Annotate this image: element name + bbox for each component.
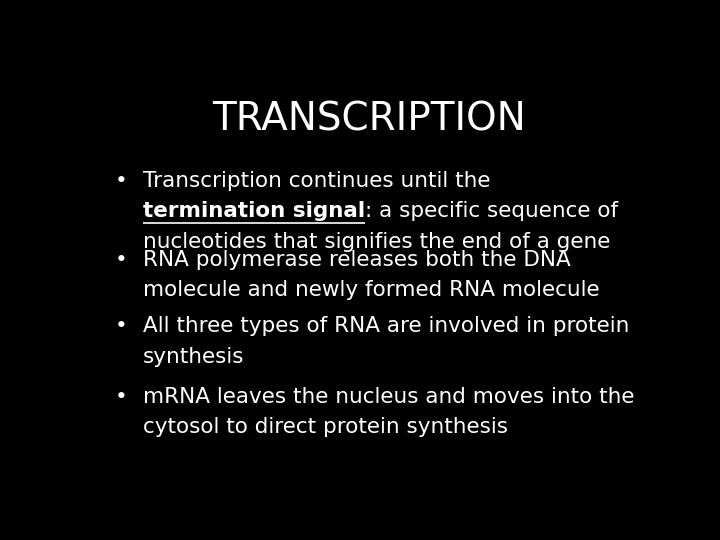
Text: cytosol to direct protein synthesis: cytosol to direct protein synthesis — [143, 417, 508, 437]
Text: RNA polymerase releases both the DNA: RNA polymerase releases both the DNA — [143, 250, 571, 270]
Text: •: • — [114, 250, 127, 270]
Text: All three types of RNA are involved in protein: All three types of RNA are involved in p… — [143, 316, 629, 336]
Text: Transcription continues until the: Transcription continues until the — [143, 171, 490, 191]
Text: synthesis: synthesis — [143, 347, 245, 367]
Text: mRNA leaves the nucleus and moves into the: mRNA leaves the nucleus and moves into t… — [143, 387, 634, 407]
Text: TRANSCRIPTION: TRANSCRIPTION — [212, 100, 526, 138]
Text: •: • — [114, 387, 127, 407]
Text: •: • — [114, 171, 127, 191]
Text: •: • — [114, 316, 127, 336]
Text: molecule and newly formed RNA molecule: molecule and newly formed RNA molecule — [143, 280, 600, 300]
Text: nucleotides that signifies the end of a gene: nucleotides that signifies the end of a … — [143, 232, 611, 252]
Text: : a specific sequence of: : a specific sequence of — [365, 201, 618, 221]
Text: termination signal: termination signal — [143, 201, 365, 221]
